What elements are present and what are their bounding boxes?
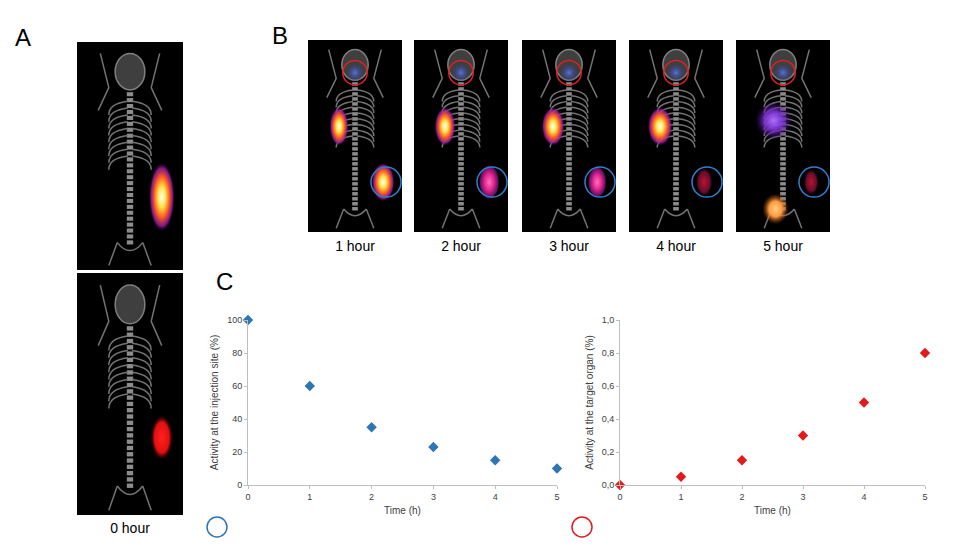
svg-text:40: 40 — [232, 414, 242, 424]
svg-text:2: 2 — [369, 492, 374, 502]
svg-text:0: 0 — [237, 480, 242, 490]
svg-text:100: 100 — [227, 315, 242, 325]
svg-text:4: 4 — [861, 492, 866, 502]
svg-text:3: 3 — [431, 492, 436, 502]
svg-text:2: 2 — [739, 492, 744, 502]
html-text:A: A — [15, 24, 31, 51]
svg-text:4: 4 — [493, 492, 498, 502]
html-text:2 hour: 2 hour — [441, 238, 481, 254]
svg-text:Activity at the target organ (: Activity at the target organ (%) — [584, 335, 595, 470]
svg-text:3: 3 — [800, 492, 805, 502]
html-text:5 hour: 5 hour — [763, 238, 803, 254]
svg-text:Activity at the injection site: Activity at the injection site (%) — [209, 335, 220, 471]
html-text:4 hour: 4 hour — [656, 238, 696, 254]
svg-text:1: 1 — [678, 492, 683, 502]
svg-text:80: 80 — [232, 348, 242, 358]
html-text:B: B — [272, 22, 288, 49]
svg-text:0: 0 — [245, 492, 250, 502]
svg-text:0,8: 0,8 — [602, 348, 615, 358]
html-text:1 hour: 1 hour — [335, 238, 375, 254]
svg-text:0,4: 0,4 — [602, 414, 615, 424]
svg-text:5: 5 — [922, 492, 927, 502]
html-text:C: C — [216, 268, 234, 295]
svg-text:0,6: 0,6 — [602, 381, 615, 391]
svg-text:0,0: 0,0 — [602, 480, 615, 490]
html-text:0 hour: 0 hour — [110, 520, 150, 536]
svg-text:1,0: 1,0 — [602, 315, 615, 325]
svg-text:0: 0 — [617, 492, 622, 502]
html-text:3 hour: 3 hour — [549, 238, 589, 254]
svg-text:1: 1 — [307, 492, 312, 502]
svg-text:20: 20 — [232, 447, 242, 457]
svg-text:60: 60 — [232, 381, 242, 391]
svg-text:0,2: 0,2 — [602, 447, 615, 457]
svg-text:Time (h): Time (h) — [384, 505, 421, 516]
svg-text:Time (h): Time (h) — [754, 505, 791, 516]
svg-text:5: 5 — [554, 492, 559, 502]
